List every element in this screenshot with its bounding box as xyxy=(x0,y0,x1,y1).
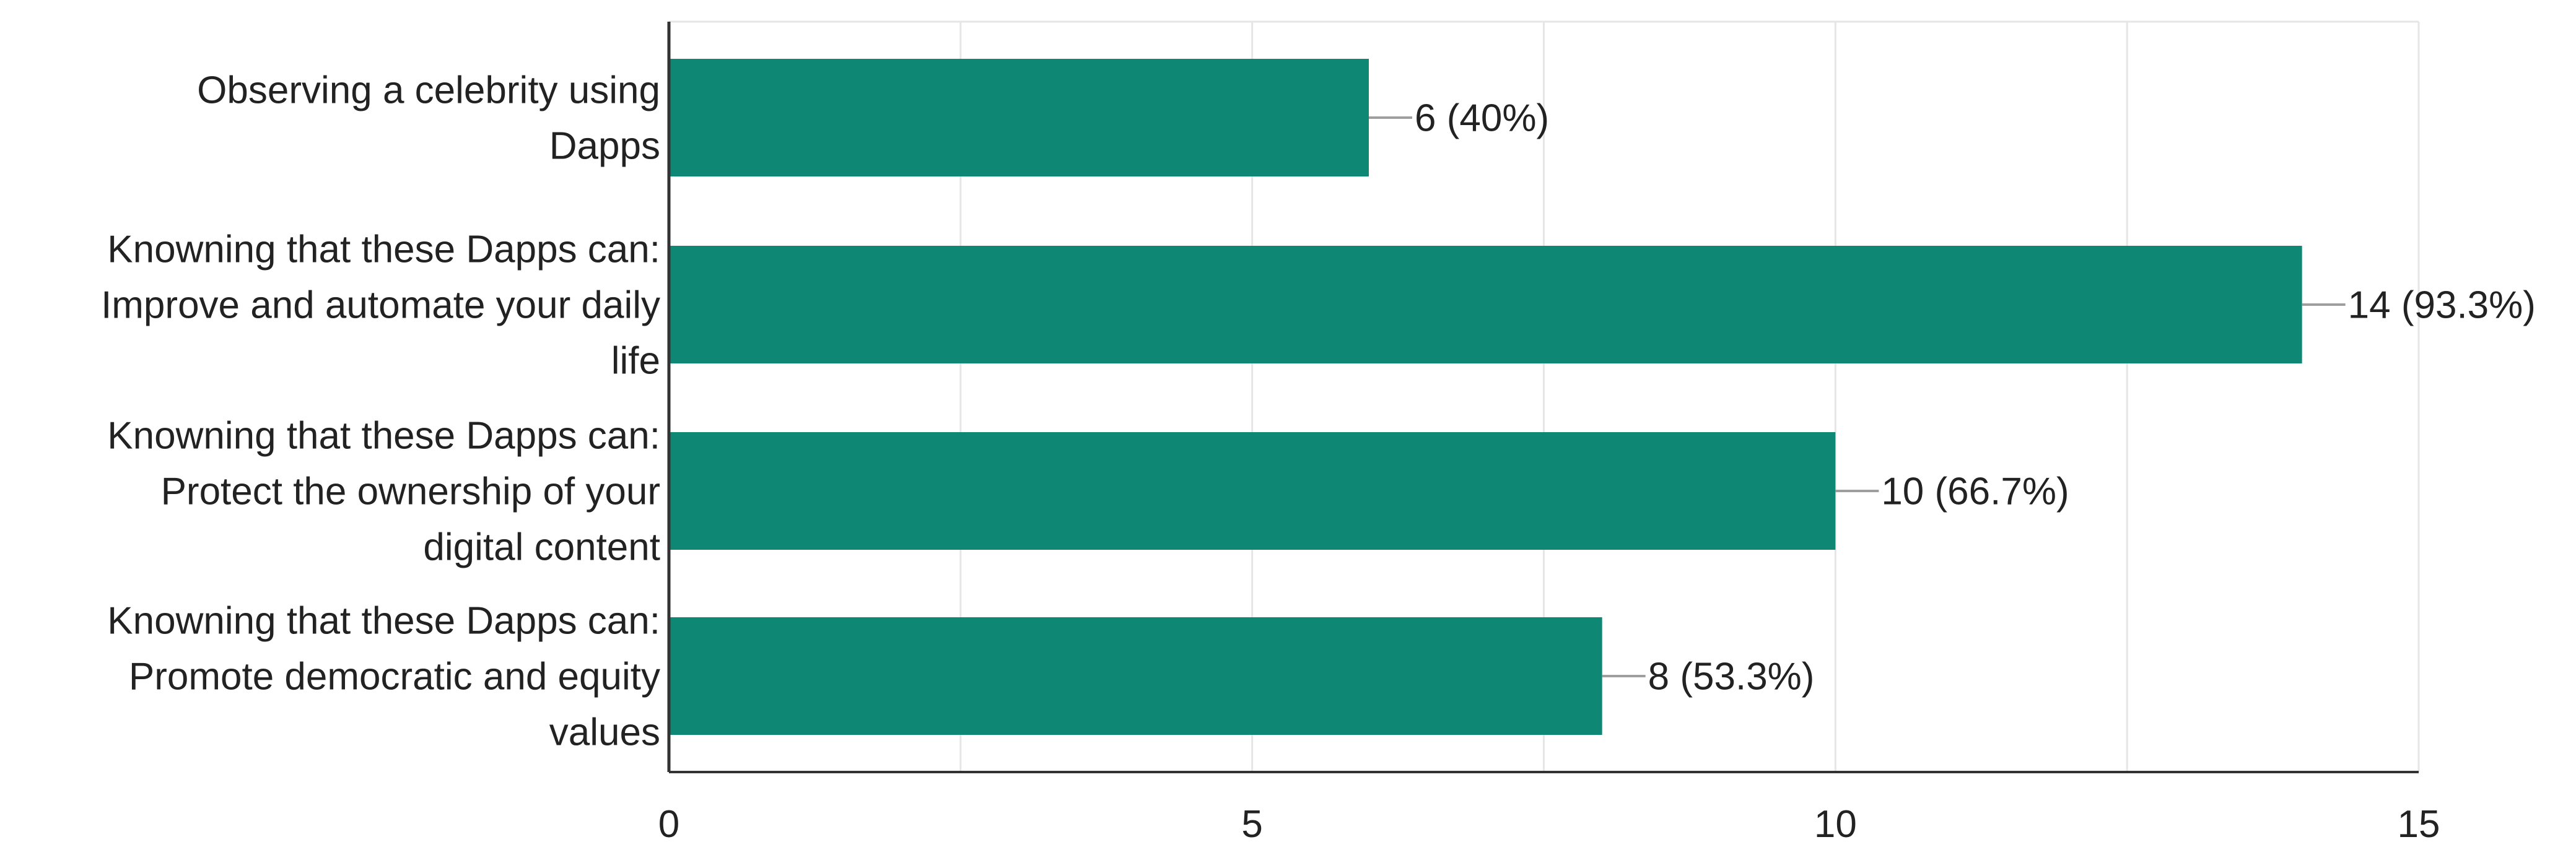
labels: 6 (40%) 14 (93.3%) 10 (66.7%) 8 (53.3%) Obse… xyxy=(101,69,2536,846)
x-tick-label-3: 15 xyxy=(2398,803,2440,846)
bar-2 xyxy=(669,432,1836,550)
category-label-2-line-2: digital content xyxy=(423,526,660,569)
category-label-1-line-1: Improve and automate your daily xyxy=(101,284,660,327)
category-label-0-line-0: Observing a celebrity using xyxy=(197,69,660,112)
category-label-2-line-0: Knowning that these Dapps can: xyxy=(107,415,660,458)
category-label-3-line-0: Knowning that these Dapps can: xyxy=(107,600,660,643)
category-label-0-line-1: Dapps xyxy=(549,125,660,168)
x-tick-label-1: 5 xyxy=(1241,803,1262,846)
category-label-2-line-1: Protect the ownership of your xyxy=(161,471,660,513)
category-label-3-line-2: values xyxy=(549,711,660,754)
bars xyxy=(669,59,2302,735)
axes xyxy=(667,22,2419,773)
bar-1 xyxy=(669,246,2302,363)
category-label-1-line-0: Knowning that these Dapps can: xyxy=(107,228,660,271)
x-tick-label-0: 0 xyxy=(658,803,679,846)
data-label-2: 10 (66.7%) xyxy=(1881,471,2069,513)
bar-3 xyxy=(669,617,1602,735)
data-label-0: 6 (40%) xyxy=(1415,97,1549,140)
x-tick-label-2: 10 xyxy=(1814,803,1857,846)
data-label-3: 8 (53.3%) xyxy=(1648,656,1815,698)
category-label-1-line-2: life xyxy=(611,340,660,383)
category-label-3-line-1: Promote democratic and equity xyxy=(129,656,660,698)
bar-0 xyxy=(669,59,1369,176)
data-label-1: 14 (93.3%) xyxy=(2348,284,2536,327)
